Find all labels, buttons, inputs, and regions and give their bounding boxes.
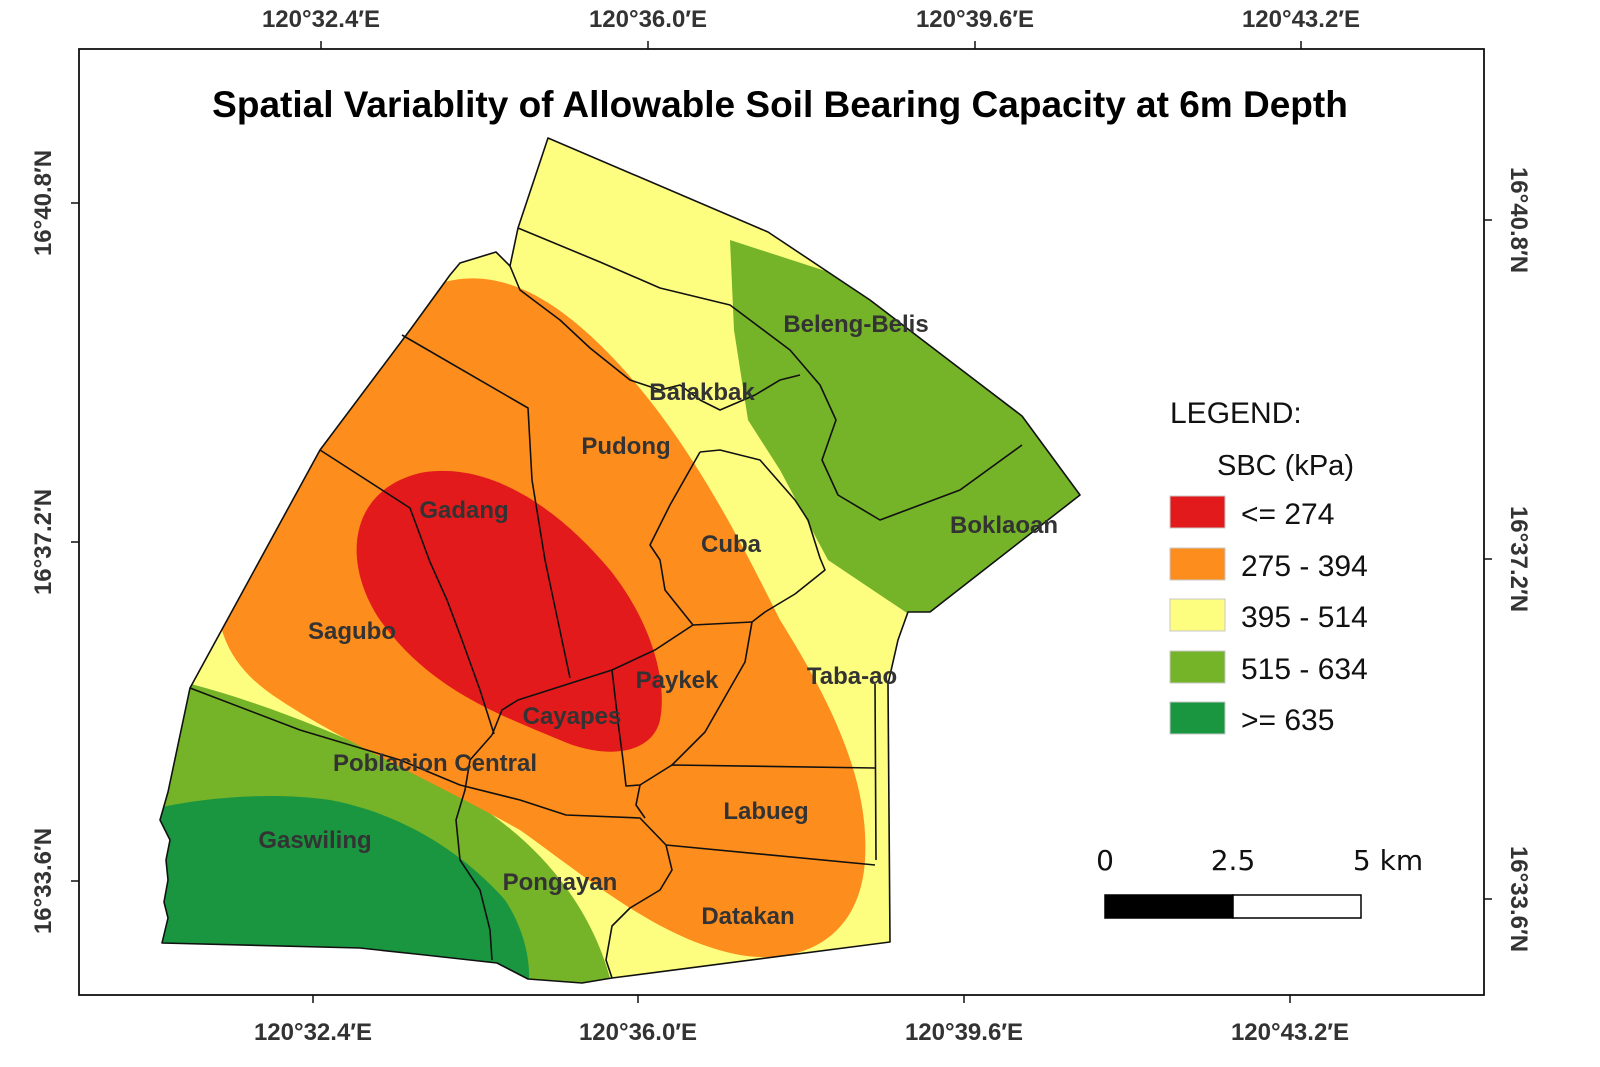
label-poblacion-central: Poblacion Central [333, 750, 537, 777]
graticule-right-1: 16°40.8′N [1505, 167, 1532, 273]
graticule-top-4: 120°43.2′E [1242, 6, 1360, 33]
municipality-boundary [159, 137, 1081, 984]
scale-bar-white-segment [1232, 894, 1362, 919]
legend-subtitle: SBC (kPa) [1217, 450, 1354, 482]
label-sagubo: Sagubo [308, 618, 396, 645]
graticule-left-3: 16°33.6′N [30, 828, 57, 934]
legend-label-3: 395 - 514 [1241, 601, 1368, 634]
legend-swatch-1 [1169, 495, 1226, 529]
label-boklaoan: Boklaoan [950, 512, 1058, 539]
graticule-bottom-3: 120°39.6′E [905, 1019, 1023, 1046]
legend: LEGEND: SBC (kPa) <= 274 275 - 394 395 -… [1169, 397, 1368, 737]
label-gaswiling: Gaswiling [258, 827, 371, 854]
label-cayapes: Cayapes [523, 703, 622, 730]
legend-swatch-5 [1169, 701, 1226, 735]
legend-swatch-4 [1169, 650, 1226, 684]
graticule-right-2: 16°37.2′N [1505, 506, 1532, 612]
graticule-right-3: 16°33.6′N [1505, 846, 1532, 952]
graticule-ticks [71, 41, 1492, 1003]
legend-label-1: <= 274 [1241, 498, 1334, 531]
zone-274-minus [356, 470, 662, 752]
label-beleng-belis: Beleng-Belis [783, 311, 928, 338]
legend-label-5: >= 635 [1241, 704, 1334, 737]
map-title: Spatial Variablity of Allowable Soil Bea… [212, 84, 1348, 125]
barangay-labels: Beleng-Belis Balakbak Pudong Gadang Cuba… [258, 311, 1058, 930]
graticule-bottom-1: 120°32.4′E [254, 1019, 372, 1046]
scale-label-0: 0 [1096, 844, 1114, 877]
sbc-surface [160, 138, 1080, 983]
label-labueg: Labueg [723, 798, 808, 825]
graticule-left-1: 16°40.8′N [30, 150, 57, 256]
legend-label-2: 275 - 394 [1241, 550, 1368, 583]
legend-title: LEGEND: [1170, 397, 1302, 430]
scale-label-5km: 5 km [1353, 844, 1423, 877]
scale-bar-black-segment [1104, 894, 1234, 919]
barangay-boundaries [189, 227, 1023, 979]
graticule-top-3: 120°39.6′E [916, 6, 1034, 33]
map-frame [78, 48, 1485, 996]
graticule-bottom-4: 120°43.2′E [1231, 1019, 1349, 1046]
label-balakbak: Balakbak [649, 379, 755, 406]
graticule-left-2: 16°37.2′N [30, 489, 57, 595]
legend-swatch-3 [1169, 598, 1226, 632]
legend-swatch-2 [1169, 547, 1226, 581]
graticule-top-2: 120°36.0′E [589, 6, 707, 33]
legend-label-4: 515 - 634 [1241, 653, 1368, 686]
label-datakan: Datakan [701, 903, 794, 930]
label-pudong: Pudong [581, 433, 670, 460]
scale-label-2-5: 2.5 [1211, 844, 1256, 877]
label-paykek: Paykek [636, 667, 719, 694]
scale-bar: 0 2.5 5 km [1096, 844, 1423, 919]
label-gadang: Gadang [419, 497, 508, 524]
graticule-top-1: 120°32.4′E [262, 6, 380, 33]
label-cuba: Cuba [701, 531, 762, 558]
label-taba-ao: Taba-ao [807, 663, 897, 690]
label-pongayan: Pongayan [503, 869, 618, 896]
graticule-bottom-2: 120°36.0′E [579, 1019, 697, 1046]
